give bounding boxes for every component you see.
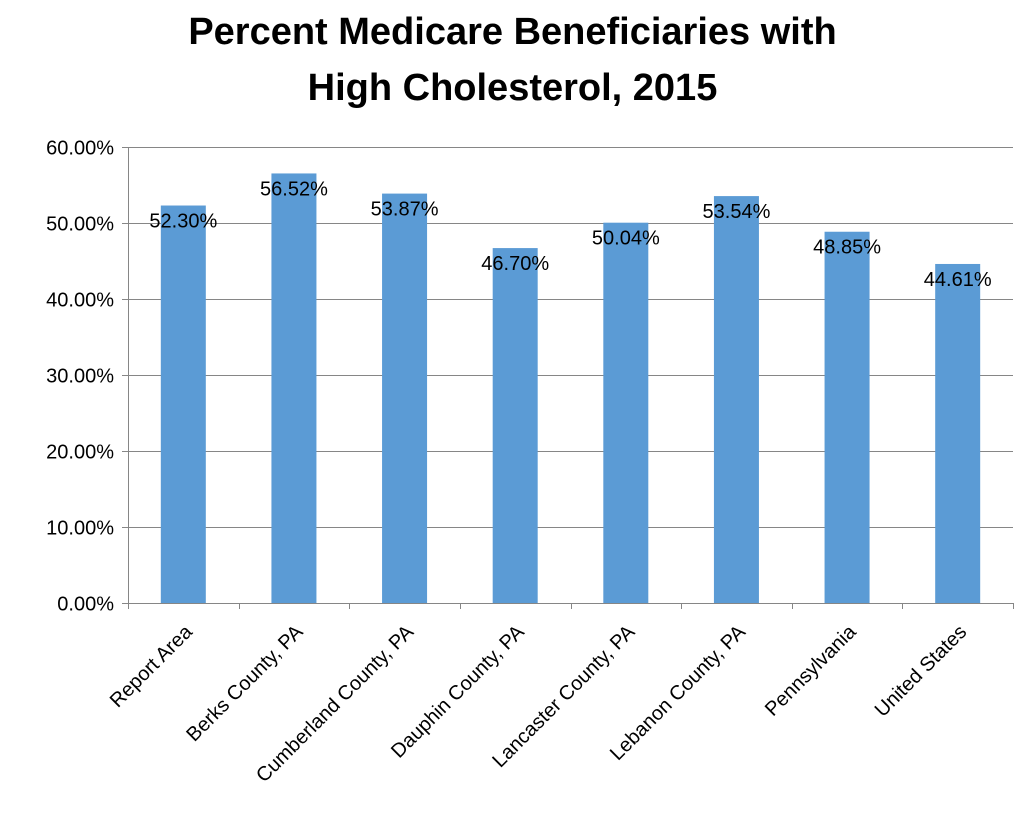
y-tick-label: 40.00% bbox=[46, 290, 114, 312]
bar bbox=[935, 263, 981, 603]
data-label: 56.52% bbox=[260, 178, 328, 200]
data-label: 48.85% bbox=[813, 237, 881, 259]
bar bbox=[492, 248, 538, 603]
bar bbox=[824, 231, 870, 604]
data-label: 46.70% bbox=[481, 253, 549, 275]
bar bbox=[160, 205, 206, 603]
y-tick-label: 20.00% bbox=[46, 442, 114, 464]
chart-title-line-1: Percent Medicare Beneficiaries with bbox=[188, 11, 837, 53]
data-label: 52.30% bbox=[149, 211, 217, 233]
category-label: Report Area bbox=[106, 620, 198, 712]
bar bbox=[603, 222, 649, 604]
bar bbox=[382, 193, 428, 603]
data-label: 53.87% bbox=[371, 199, 439, 221]
y-tick-label: 60.00% bbox=[46, 138, 114, 160]
data-label: 53.54% bbox=[703, 201, 771, 223]
y-tick-label: 30.00% bbox=[46, 366, 114, 388]
category-label: Pennsylvania bbox=[761, 620, 861, 720]
category-label: Berks County, PA bbox=[182, 621, 308, 747]
y-tick-label: 0.00% bbox=[57, 594, 114, 616]
bar bbox=[271, 173, 317, 603]
y-tick-label: 50.00% bbox=[46, 214, 114, 236]
bar bbox=[713, 196, 759, 603]
chart-title-line-2: High Cholesterol, 2015 bbox=[307, 67, 718, 109]
y-tick-label: 10.00% bbox=[46, 518, 114, 540]
chart-title: Percent Medicare Beneficiaries with High… bbox=[0, 4, 1025, 116]
category-label: United States bbox=[871, 621, 971, 721]
data-label: 44.61% bbox=[924, 269, 992, 291]
data-label: 50.04% bbox=[592, 228, 660, 250]
